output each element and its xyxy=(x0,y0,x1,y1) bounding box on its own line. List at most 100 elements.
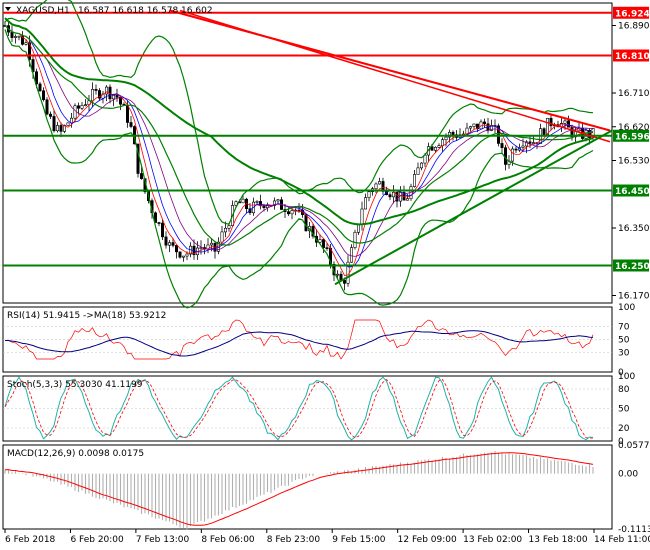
candle-body xyxy=(224,227,228,233)
candle-body xyxy=(161,222,165,238)
candle-body xyxy=(210,242,214,246)
long-ma-line xyxy=(4,17,594,226)
rsi-tick-label: 100 xyxy=(618,303,635,313)
candle-body xyxy=(77,105,81,109)
candle-body xyxy=(542,128,546,135)
candle-body xyxy=(363,197,367,210)
trendline-down-upper xyxy=(169,9,611,132)
rsi-tick-label: 70 xyxy=(618,323,630,333)
stoch-tick-label: 100 xyxy=(618,372,635,382)
candle-body xyxy=(353,231,357,248)
time-label: 9 Feb 15:00 xyxy=(332,535,386,545)
collapse-arrow-icon xyxy=(5,7,11,11)
candle-body xyxy=(185,253,189,257)
rsi-tick-label: 0 xyxy=(618,368,624,378)
candle-body xyxy=(468,126,472,129)
candle-body xyxy=(45,99,49,115)
candle-body xyxy=(514,148,518,151)
candle-body xyxy=(290,210,294,215)
candle-body xyxy=(318,239,322,243)
level-value-4: 16.250 xyxy=(615,262,650,272)
candle-body xyxy=(10,31,14,38)
candle-body xyxy=(168,242,172,246)
candle-body xyxy=(52,116,56,132)
price-tick-label: 16.530 xyxy=(618,157,650,167)
candle-body xyxy=(444,136,448,141)
level-value-1: 16.810 xyxy=(615,52,650,62)
price-tick-label: 16.710 xyxy=(618,89,650,99)
trendline-down-lower xyxy=(179,9,611,143)
candle-body xyxy=(154,212,158,223)
candle-body xyxy=(356,224,360,233)
candle-body xyxy=(115,95,119,98)
ohlc-readout: 16.587 16.618 16.578 16.602 xyxy=(78,6,213,16)
candle-body xyxy=(48,113,52,117)
candle-body xyxy=(531,142,535,144)
candle-body xyxy=(171,242,175,246)
candle-body xyxy=(34,71,38,85)
time-label: 14 Feb 11:00 xyxy=(594,535,650,545)
rsi-ma-line xyxy=(5,330,594,357)
time-label: 6 Feb 2018 xyxy=(5,535,56,545)
candle-body xyxy=(374,183,378,189)
candle-body xyxy=(286,211,290,215)
candle-body xyxy=(367,191,371,198)
candle-body xyxy=(437,145,441,148)
level-tag-4 xyxy=(613,259,649,272)
candle-body xyxy=(80,105,84,109)
candle-body xyxy=(14,36,18,38)
candle-body xyxy=(241,198,245,204)
pane-frame-main xyxy=(2,2,613,304)
candle-body xyxy=(475,123,479,130)
candle-body xyxy=(405,198,409,201)
stoch-tick-label: 80 xyxy=(618,385,630,395)
candle-body xyxy=(94,89,98,91)
level-value-2: 16.596 xyxy=(615,132,650,142)
band-upper-line xyxy=(4,0,594,225)
candle-body xyxy=(587,130,591,138)
band-middle-line xyxy=(4,25,594,246)
candle-body xyxy=(255,201,259,203)
candle-body xyxy=(227,225,231,229)
candles xyxy=(3,21,595,291)
candle-body xyxy=(20,35,24,45)
candle-body xyxy=(91,89,95,102)
candle-body xyxy=(321,239,325,248)
candle-body xyxy=(84,104,88,107)
candle-body xyxy=(24,42,28,45)
rsi-tick-label: 30 xyxy=(618,349,630,359)
candle-body xyxy=(17,35,21,38)
candle-body xyxy=(521,145,525,148)
candle-body xyxy=(304,214,308,232)
candle-body xyxy=(140,173,144,179)
ma-mid-line xyxy=(4,25,594,268)
macd-tick-label: -0.1113 xyxy=(618,525,650,535)
rsi-tick-label: 50 xyxy=(618,336,630,346)
candle-body xyxy=(112,95,116,100)
pane-frame-macd xyxy=(2,444,613,530)
candle-body xyxy=(335,273,339,276)
candle-body xyxy=(500,143,504,148)
symbol-label: XAGUSD,H1 xyxy=(16,6,70,16)
level-tag-0 xyxy=(613,6,649,19)
candle-body xyxy=(447,131,451,138)
macd-tick-label: 0.00 xyxy=(618,470,638,480)
stoch-header: Stoch(5,3,3) 55.3030 41.1199 xyxy=(7,380,143,390)
time-label: 6 Feb 20:00 xyxy=(70,535,124,545)
candle-body xyxy=(126,105,130,123)
rsi-header: RSI(14) 51.9415 ->MA(18) 53.9212 xyxy=(7,311,166,321)
level-value-0: 16.924 xyxy=(615,9,650,19)
candle-body xyxy=(377,181,381,185)
stoch-tick-label: 50 xyxy=(618,405,630,415)
candle-body xyxy=(440,139,444,146)
band-lower-line xyxy=(4,29,594,309)
candle-body xyxy=(182,255,186,258)
candle-body xyxy=(55,125,59,132)
candle-body xyxy=(349,247,353,263)
rsi-line xyxy=(4,319,594,360)
time-label: 8 Feb 06:00 xyxy=(201,535,255,545)
price-tick-label: 16.350 xyxy=(618,224,650,234)
candle-body xyxy=(419,162,423,169)
candle-body xyxy=(325,247,329,249)
